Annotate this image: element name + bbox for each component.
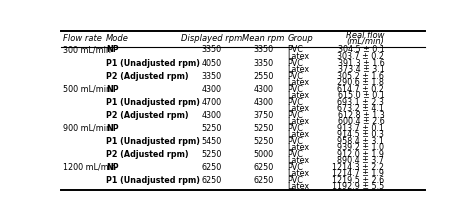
Text: 4050: 4050 — [202, 59, 222, 68]
Text: 1200 mL/min: 1200 mL/min — [63, 163, 116, 172]
Text: 612.8 ± 1.3: 612.8 ± 1.3 — [337, 111, 384, 120]
Text: 673.2 ± 4.1: 673.2 ± 4.1 — [337, 104, 384, 113]
Text: PVC: PVC — [288, 59, 304, 68]
Text: Latex: Latex — [288, 104, 310, 113]
Text: 303.7 ± 0.2: 303.7 ± 0.2 — [337, 52, 384, 61]
Text: Latex: Latex — [288, 65, 310, 74]
Text: Group: Group — [288, 34, 313, 43]
Text: Latex: Latex — [288, 130, 310, 139]
Text: NP: NP — [106, 46, 118, 55]
Text: 5250: 5250 — [253, 124, 273, 133]
Text: 3750: 3750 — [253, 111, 273, 120]
Text: P2 (Adjusted rpm): P2 (Adjusted rpm) — [106, 111, 189, 120]
Text: 914.5 ± 0.3: 914.5 ± 0.3 — [337, 130, 384, 139]
Text: PVC: PVC — [288, 137, 304, 146]
Text: 1192.9 ± 5.5: 1192.9 ± 5.5 — [332, 182, 384, 191]
Text: PVC: PVC — [288, 85, 304, 94]
Text: 4300: 4300 — [253, 98, 273, 107]
Text: 373.4 ± 3.1: 373.4 ± 3.1 — [337, 65, 384, 74]
Text: NP: NP — [106, 163, 118, 172]
Text: PVC: PVC — [288, 72, 304, 81]
Text: 3350: 3350 — [202, 46, 222, 55]
Text: P1 (Unadjusted rpm): P1 (Unadjusted rpm) — [106, 176, 200, 185]
Text: PVC: PVC — [288, 163, 304, 172]
Text: 305.2 ± 1.6: 305.2 ± 1.6 — [337, 72, 384, 81]
Text: 5000: 5000 — [253, 150, 273, 159]
Text: (mL/min): (mL/min) — [346, 37, 384, 46]
Text: 913.7 ± 0.1: 913.7 ± 0.1 — [337, 124, 384, 133]
Text: 290.6 ± 1.8: 290.6 ± 1.8 — [337, 78, 384, 87]
Text: 3350: 3350 — [253, 59, 273, 68]
Text: 615.0 ± 0.1: 615.0 ± 0.1 — [337, 91, 384, 100]
Text: PVC: PVC — [288, 46, 304, 55]
Text: PVC: PVC — [288, 98, 304, 107]
Text: Real flow: Real flow — [346, 31, 384, 40]
Text: 5250: 5250 — [202, 124, 222, 133]
Text: 6250: 6250 — [202, 163, 222, 172]
Text: 4700: 4700 — [202, 98, 222, 107]
Text: 614.7 ± 0.2: 614.7 ± 0.2 — [337, 85, 384, 94]
Text: Latex: Latex — [288, 169, 310, 178]
Text: 5250: 5250 — [202, 150, 222, 159]
Text: Latex: Latex — [288, 143, 310, 152]
Text: Latex: Latex — [288, 91, 310, 100]
Text: 5450: 5450 — [202, 137, 222, 146]
Text: P2 (Adjusted rpm): P2 (Adjusted rpm) — [106, 72, 189, 81]
Text: PVC: PVC — [288, 111, 304, 120]
Text: 1214.3 ± 2.2: 1214.3 ± 2.2 — [332, 163, 384, 172]
Text: P1 (Unadjusted rpm): P1 (Unadjusted rpm) — [106, 98, 200, 107]
Text: 939.2 ± 1.0: 939.2 ± 1.0 — [337, 143, 384, 152]
Text: 2550: 2550 — [253, 72, 273, 81]
Text: 4300: 4300 — [253, 85, 273, 94]
Text: PVC: PVC — [288, 150, 304, 159]
Text: 3350: 3350 — [202, 72, 222, 81]
Text: 1219.5 ± 2.6: 1219.5 ± 2.6 — [332, 176, 384, 185]
Text: PVC: PVC — [288, 124, 304, 133]
Text: 890.4 ± 3.7: 890.4 ± 3.7 — [337, 156, 384, 165]
Text: Latex: Latex — [288, 182, 310, 191]
Text: 4300: 4300 — [202, 111, 222, 120]
Text: Latex: Latex — [288, 156, 310, 165]
Text: Flow rate: Flow rate — [63, 34, 101, 43]
Text: Latex: Latex — [288, 52, 310, 61]
Text: 900 mL/min: 900 mL/min — [63, 124, 110, 133]
Text: 1214.7 ± 1.9: 1214.7 ± 1.9 — [332, 169, 384, 178]
Text: 912.0 ± 1.9: 912.0 ± 1.9 — [337, 150, 384, 159]
Text: 958.4 ± 3.1: 958.4 ± 3.1 — [337, 137, 384, 146]
Text: 391.3 ± 1.6: 391.3 ± 1.6 — [337, 59, 384, 68]
Text: 5250: 5250 — [253, 137, 273, 146]
Text: P1 (Unadjusted rpm): P1 (Unadjusted rpm) — [106, 59, 200, 68]
Text: 6250: 6250 — [253, 176, 273, 185]
Text: NP: NP — [106, 124, 118, 133]
Text: 6250: 6250 — [202, 176, 222, 185]
Text: Latex: Latex — [288, 78, 310, 87]
Text: Displayed rpm: Displayed rpm — [181, 34, 243, 43]
Text: P2 (Adjusted rpm): P2 (Adjusted rpm) — [106, 150, 189, 159]
Text: 300 mL/min: 300 mL/min — [63, 46, 110, 55]
Text: Mean rpm: Mean rpm — [242, 34, 284, 43]
Text: PVC: PVC — [288, 176, 304, 185]
Text: 6250: 6250 — [253, 163, 273, 172]
Text: Mode: Mode — [106, 34, 129, 43]
Text: 600.4 ± 2.6: 600.4 ± 2.6 — [337, 117, 384, 126]
Text: 693.1 ± 2.3: 693.1 ± 2.3 — [337, 98, 384, 107]
Text: 4300: 4300 — [202, 85, 222, 94]
Text: Latex: Latex — [288, 117, 310, 126]
Text: 500 mL/min: 500 mL/min — [63, 85, 110, 94]
Text: 3350: 3350 — [253, 46, 273, 55]
Text: NP: NP — [106, 85, 118, 94]
Text: 304.5 ± 0.1: 304.5 ± 0.1 — [337, 46, 384, 55]
Text: P1 (Unadjusted rpm): P1 (Unadjusted rpm) — [106, 137, 200, 146]
